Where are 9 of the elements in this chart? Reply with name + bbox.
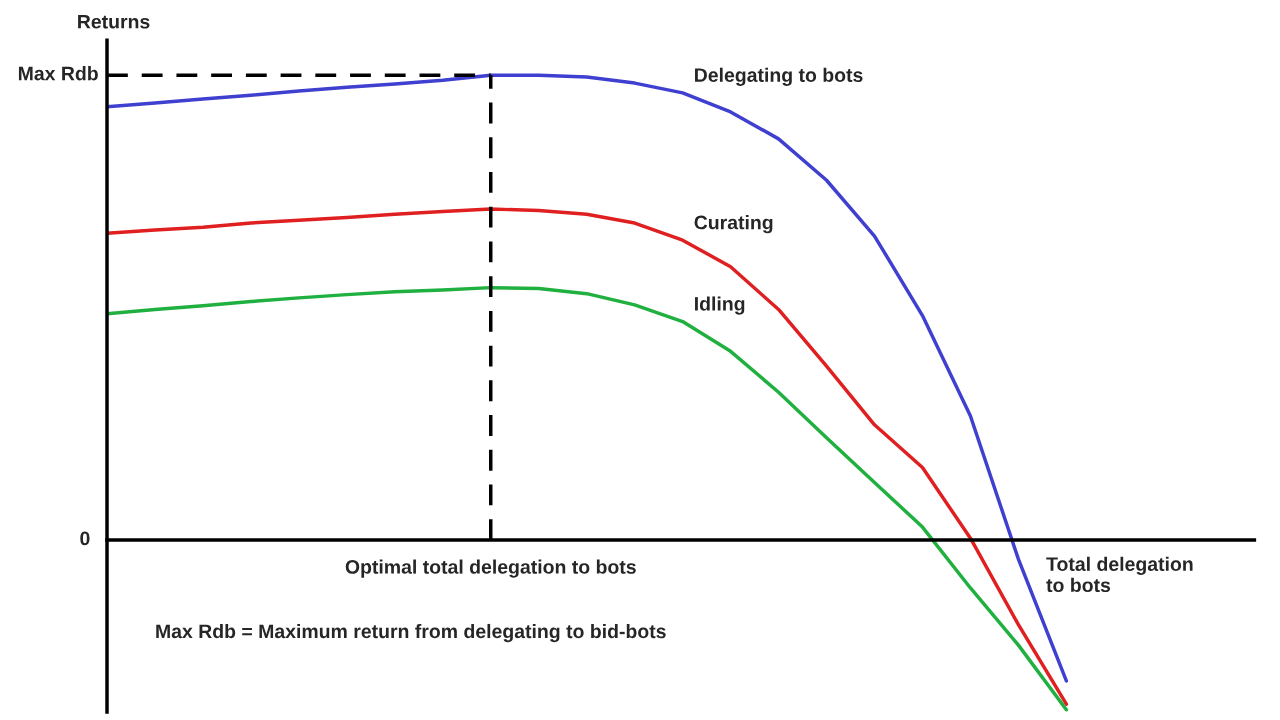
x-axis-title: Total delegation to bots — [1046, 556, 1193, 593]
annotation: 0 — [80, 531, 90, 546]
ref-line-label: Max Rdb — [18, 66, 98, 81]
annotation: Max Rdb = Maximum return from delegating to bid-bots — [156, 623, 666, 643]
text: Optimal total delegation to bots — [345, 559, 636, 578]
series-label: Delegating to bots — [695, 67, 863, 86]
series-label: Curating — [694, 215, 773, 234]
y-axis-title: Returns — [78, 14, 150, 29]
series-label: Idling — [695, 296, 745, 315]
